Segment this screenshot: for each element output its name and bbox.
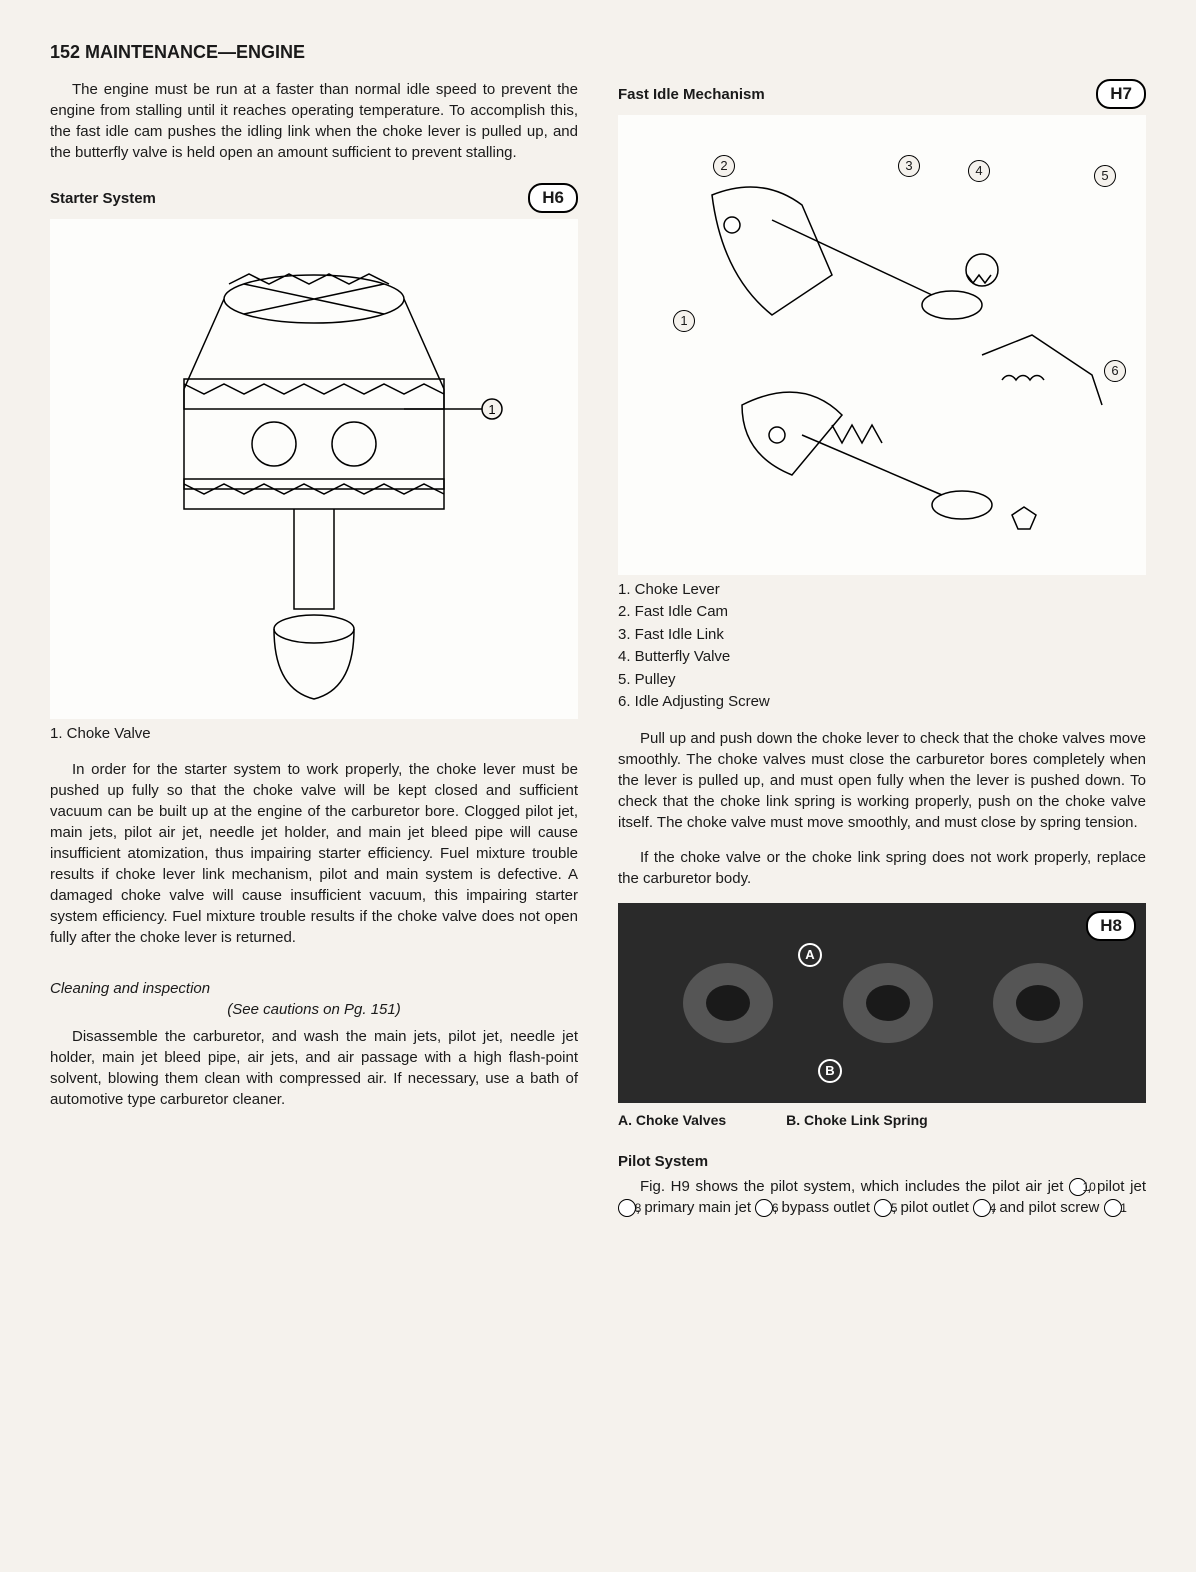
callout-4: 4	[968, 160, 990, 182]
legend-item-2: 2. Fast Idle Cam	[618, 601, 1146, 624]
figure-h7-diagram: 2 3 4 5 1 6	[618, 115, 1146, 575]
legend-item-1: 1. Choke Lever	[618, 579, 1146, 602]
starter-paragraph: In order for the starter system to work …	[50, 759, 578, 948]
label-choke-link-spring: B. Choke Link Spring	[786, 1111, 928, 1131]
pilot-t5: , and pilot screw	[991, 1199, 1104, 1216]
h7-legend: 1. Choke Lever 2. Fast Idle Cam 3. Fast …	[618, 579, 1146, 714]
figure-tag-h8: H8	[1086, 911, 1136, 941]
pilot-t3: , bypass outlet	[773, 1199, 874, 1216]
check-paragraph-1: Pull up and push down the choke lever to…	[618, 728, 1146, 833]
h6-legend: 1. Choke Valve	[50, 723, 578, 746]
figure-tag-h7: H7	[1096, 79, 1146, 109]
choke-valve-diagram-icon: 1	[124, 229, 504, 709]
figure-tag-h6: H6	[528, 183, 578, 213]
callout-2: 2	[713, 155, 735, 177]
circled-8: 8	[618, 1199, 636, 1217]
legend-item-6: 6. Idle Adjusting Screw	[618, 691, 1146, 714]
callout-5: 5	[1094, 165, 1116, 187]
fast-idle-label: Fast Idle Mechanism	[618, 84, 765, 105]
h8-photo-labels: A. Choke Valves B. Choke Link Spring	[618, 1111, 1146, 1131]
pilot-t1: , pilot jet	[1087, 1178, 1146, 1195]
pilot-t2: , primary main jet	[636, 1199, 755, 1216]
legend-item-5: 5. Pulley	[618, 669, 1146, 692]
starter-system-label: Starter System	[50, 188, 156, 209]
intro-paragraph: The engine must be run at a faster than …	[50, 79, 578, 163]
pilot-system-heading: Pilot System	[618, 1151, 1146, 1172]
starter-label-row: Starter System H6	[50, 183, 578, 213]
cleaning-heading: Cleaning and inspection	[50, 978, 578, 999]
photo-callout-a: A	[798, 943, 822, 967]
circled-5: 5	[874, 1199, 892, 1217]
svg-text:1: 1	[488, 402, 495, 417]
photo-callout-b: B	[818, 1059, 842, 1083]
legend-item-4: 4. Butterfly Valve	[618, 646, 1146, 669]
callout-1: 1	[673, 310, 695, 332]
pilot-paragraph: Fig. H9 shows the pilot system, which in…	[618, 1176, 1146, 1218]
two-column-layout: The engine must be run at a faster than …	[50, 79, 1146, 1231]
pilot-t6: .	[1122, 1199, 1126, 1216]
check-paragraph-2: If the choke valve or the choke link spr…	[618, 847, 1146, 889]
page-header: 152 MAINTENANCE—ENGINE	[50, 40, 1146, 65]
circled-4: 4	[973, 1199, 991, 1217]
right-column: Fast Idle Mechanism H7	[618, 79, 1146, 1231]
circled-1: 1	[1104, 1199, 1122, 1217]
pilot-text-prefix: Fig. H9 shows the pilot system, which in…	[640, 1178, 1069, 1195]
cleaning-subheading: (See cautions on Pg. 151)	[50, 999, 578, 1020]
callout-6: 6	[1104, 360, 1126, 382]
figure-h6-diagram: 1	[50, 219, 578, 719]
left-column: The engine must be run at a faster than …	[50, 79, 578, 1231]
pilot-t4: , pilot outlet	[892, 1199, 973, 1216]
cleaning-paragraph: Disassemble the carburetor, and wash the…	[50, 1026, 578, 1110]
callout-3: 3	[898, 155, 920, 177]
circled-10: 10	[1069, 1178, 1087, 1196]
fast-idle-label-row: Fast Idle Mechanism H7	[618, 79, 1146, 109]
fast-idle-mechanism-icon	[632, 125, 1132, 565]
carburetor-photo-icon	[618, 903, 1146, 1103]
legend-item-3: 3. Fast Idle Link	[618, 624, 1146, 647]
label-choke-valves: A. Choke Valves	[618, 1111, 726, 1131]
circled-6: 6	[755, 1199, 773, 1217]
figure-h8-photo: H8 A B	[618, 903, 1146, 1103]
